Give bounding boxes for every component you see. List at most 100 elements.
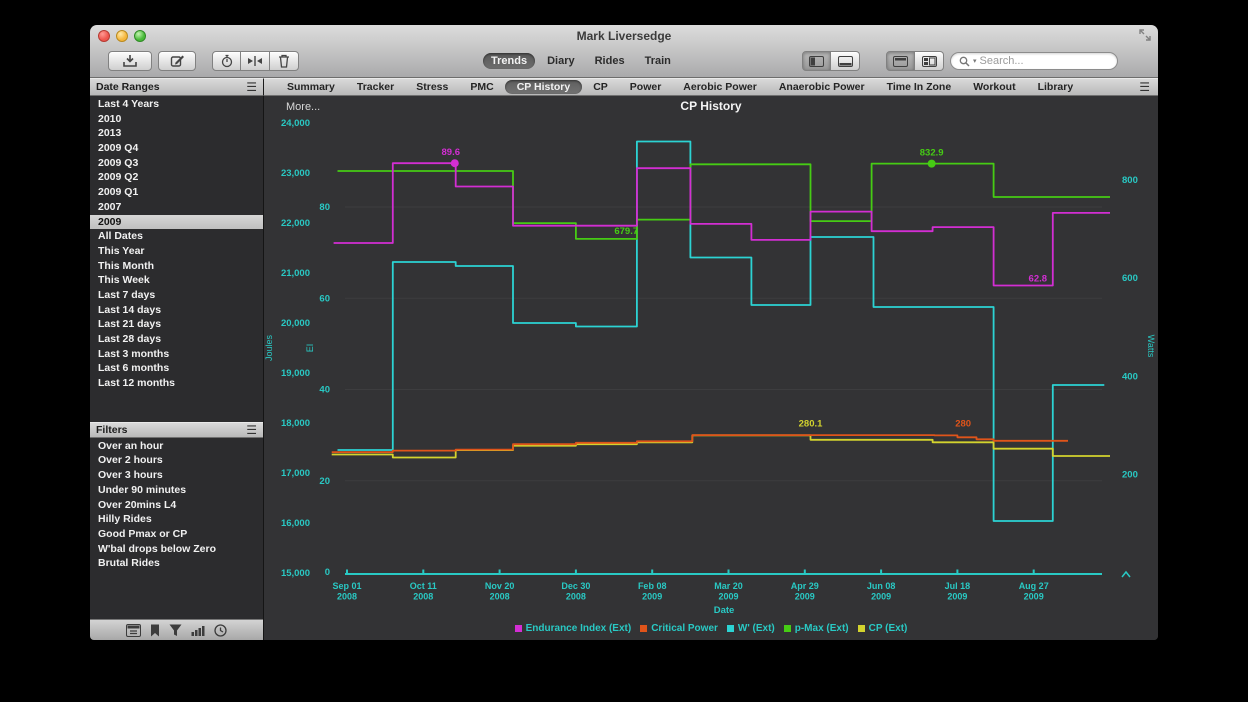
daterange-last-14-days[interactable]: Last 14 days <box>98 303 162 316</box>
close-icon[interactable] <box>98 30 110 42</box>
daterange-2009[interactable]: 2009 <box>90 214 263 230</box>
titlebar[interactable]: Mark Liversedge <box>90 25 1158 47</box>
x-tick-label: Apr 29 2009 <box>791 581 819 602</box>
value-label: 280.1 <box>799 418 823 429</box>
daterange-2009-q1[interactable]: 2009 Q1 <box>98 186 139 199</box>
tab-power[interactable]: Power <box>629 81 662 93</box>
daterange-2010[interactable]: 2010 <box>98 112 122 125</box>
tab-time-in-zone[interactable]: Time In Zone <box>886 81 952 93</box>
daterange-last-12-months[interactable]: Last 12 months <box>98 377 176 390</box>
ei-tick-label: 80 <box>319 202 330 213</box>
filter-hilly-rides[interactable]: Hilly Rides <box>98 513 152 526</box>
daterange-last-21-days[interactable]: Last 21 days <box>98 318 162 331</box>
tab-anaerobic-power[interactable]: Anaerobic Power <box>778 81 865 93</box>
more-link[interactable]: More... <box>286 101 321 113</box>
toolbar: Trends Diary Rides Train <box>90 47 1158 78</box>
tiled-view-button[interactable] <box>915 51 944 71</box>
legend-label: Endurance Index (Ext) <box>525 623 632 634</box>
tab-summary[interactable]: Summary <box>287 81 335 93</box>
view-tab-diary[interactable]: Diary <box>547 55 575 67</box>
filter-icon[interactable] <box>169 624 182 637</box>
joules-tick-label: 18,000 <box>281 418 310 429</box>
daterange-2009-q4[interactable]: 2009 Q4 <box>98 142 139 155</box>
series-critical-power <box>331 434 1068 453</box>
daterange-last-7-days[interactable]: Last 7 days <box>98 288 156 301</box>
date-ranges-menu-icon[interactable]: ☰ <box>246 80 257 94</box>
legend-item: CP (Ext) <box>857 623 907 634</box>
legend-label: p-Max (Ext) <box>794 623 849 634</box>
search-scope-caret-icon[interactable]: ▾ <box>973 58 977 65</box>
filter-over-2-hours[interactable]: Over 2 hours <box>98 454 163 467</box>
tabbar-menu-icon[interactable]: ☰ <box>1139 80 1150 94</box>
calendar-icon[interactable] <box>126 623 141 637</box>
view-tab-rides[interactable]: Rides <box>594 55 625 67</box>
tab-stress[interactable]: Stress <box>416 81 449 93</box>
daterange-last-3-months[interactable]: Last 3 months <box>98 347 170 360</box>
x-tick-label: Jul 18 2009 <box>945 581 971 602</box>
joules-tick-label: 23,000 <box>281 168 310 179</box>
minimize-icon[interactable] <box>116 30 128 42</box>
toggle-sidebar-button[interactable] <box>802 51 831 71</box>
daterange-2009-q3[interactable]: 2009 Q3 <box>98 156 139 169</box>
daterange-2013[interactable]: 2013 <box>98 127 122 140</box>
zoom-icon[interactable] <box>134 30 146 42</box>
legend-swatch <box>783 625 791 632</box>
ei-axis-title: EI <box>305 344 315 353</box>
filter-w-bal-drops-below-zero[interactable]: W'bal drops below Zero <box>98 542 217 555</box>
daterange-this-month[interactable]: This Month <box>98 259 154 272</box>
filter-brutal-rides[interactable]: Brutal Rides <box>98 557 160 570</box>
tab-library[interactable]: Library <box>1037 81 1074 93</box>
single-view-button[interactable] <box>886 51 915 71</box>
view-tab-train[interactable]: Train <box>644 55 671 67</box>
filters-menu-icon[interactable]: ☰ <box>246 422 257 437</box>
delete-button[interactable] <box>270 51 299 71</box>
fullscreen-icon[interactable] <box>1139 29 1151 41</box>
filter-under-90-minutes[interactable]: Under 90 minutes <box>98 483 187 496</box>
chart-tabbar: Summary Tracker Stress PMC CP History CP Power… <box>264 78 1158 96</box>
value-label: 679.7 <box>614 226 638 237</box>
watts-tick-label: 600 <box>1122 273 1138 284</box>
daterange-2009-q2[interactable]: 2009 Q2 <box>98 171 139 184</box>
daterange-this-year[interactable]: This Year <box>98 244 145 257</box>
filter-over-an-hour[interactable]: Over an hour <box>98 439 164 452</box>
tab-workout[interactable]: Workout <box>973 81 1016 93</box>
value-label: 89.6 <box>442 147 461 158</box>
legend-item: W' (Ext) <box>726 623 775 634</box>
chart-bars-icon[interactable] <box>191 624 205 636</box>
x-tick-label: Feb 08 2009 <box>638 581 667 602</box>
toggle-bottombar-button[interactable] <box>831 51 860 71</box>
daterange-all-dates[interactable]: All Dates <box>98 230 143 243</box>
joules-tick-label: 17,000 <box>281 468 310 479</box>
daterange-this-week[interactable]: This Week <box>98 274 150 287</box>
trash-icon <box>279 54 289 68</box>
sidebar-bottom-bar <box>90 619 263 640</box>
interval-button[interactable] <box>212 51 241 71</box>
tab-pmc[interactable]: PMC <box>470 81 494 93</box>
filter-over-20mins-l4[interactable]: Over 20mins L4 <box>98 498 177 511</box>
edit-button[interactable] <box>158 51 196 71</box>
tab-tracker[interactable]: Tracker <box>356 81 395 93</box>
sidebar: Last 4 Years 2010 2013 2009 Q4 2009 Q3 2009 Q… <box>90 96 264 640</box>
filter-over-3-hours[interactable]: Over 3 hours <box>98 469 163 482</box>
daterange-last-28-days[interactable]: Last 28 days <box>98 333 162 345</box>
search-input[interactable]: ▾ Search... <box>950 52 1118 70</box>
tab-cp-history[interactable]: CP History <box>504 80 583 94</box>
filter-good-pmax-or-cp[interactable]: Good Pmax or CP <box>98 527 188 540</box>
daterange-last-4-years[interactable]: Last 4 Years <box>98 98 160 110</box>
clock-icon[interactable] <box>214 623 227 637</box>
filters-header: Filters ☰ <box>90 421 263 438</box>
download-button[interactable] <box>108 51 152 71</box>
tab-aerobic-power[interactable]: Aerobic Power <box>683 81 757 93</box>
view-tab-trends[interactable]: Trends <box>483 53 536 69</box>
date-ranges-header: Date Ranges ☰ <box>90 78 264 96</box>
bookmark-icon[interactable] <box>150 624 160 637</box>
watts-tick-label: 800 <box>1122 175 1138 186</box>
split-button[interactable] <box>241 51 270 71</box>
header-row: Date Ranges ☰ Summary Tracker Stress PMC CP … <box>90 78 1158 96</box>
chart-title: CP History <box>680 99 742 113</box>
tab-cp[interactable]: CP <box>593 81 608 93</box>
daterange-last-6-months[interactable]: Last 6 months <box>98 362 170 375</box>
x-tick-label: Dec 30 2008 <box>561 581 590 602</box>
daterange-2007[interactable]: 2007 <box>98 200 122 213</box>
